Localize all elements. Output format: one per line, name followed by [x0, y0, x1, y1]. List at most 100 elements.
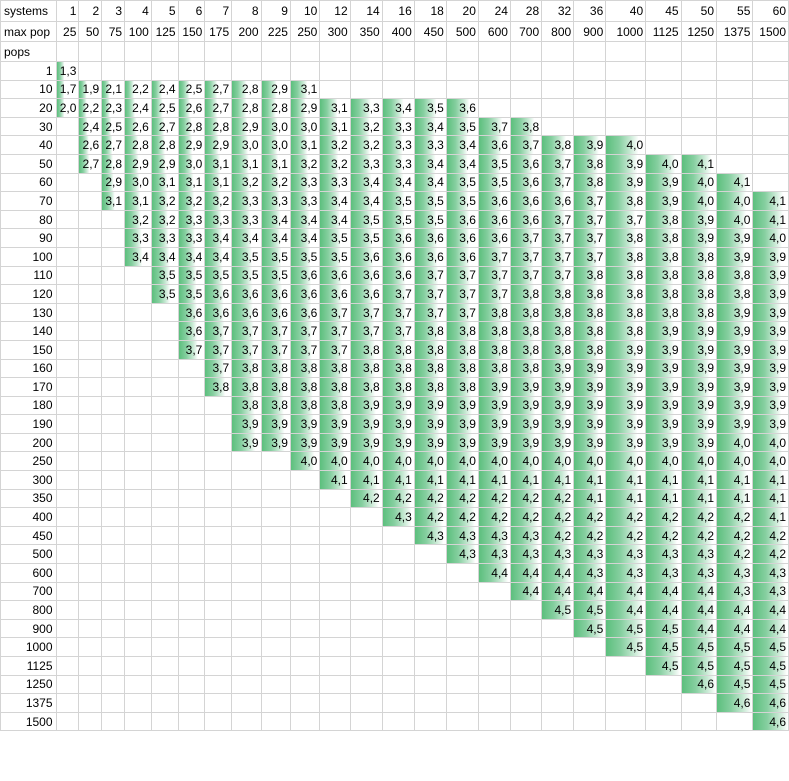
value-cell[interactable]: 3,9: [413, 432, 447, 453]
value-cell[interactable]: 3,2: [319, 153, 351, 174]
value-cell[interactable]: 4,3: [716, 563, 754, 583]
value-cell[interactable]: 3,8: [289, 377, 321, 397]
empty-cell[interactable]: [101, 395, 126, 416]
empty-cell[interactable]: [78, 265, 103, 286]
value-cell[interactable]: 3,7: [541, 153, 575, 174]
empty-cell[interactable]: [509, 711, 543, 732]
empty-cell[interactable]: [573, 674, 607, 695]
pops-row-header-cell[interactable]: 20: [0, 98, 57, 118]
empty-cell[interactable]: [605, 674, 647, 695]
empty-cell[interactable]: [605, 656, 647, 676]
value-cell[interactable]: 3,6: [477, 209, 511, 230]
empty-cell[interactable]: [477, 637, 511, 657]
empty-cell[interactable]: [319, 581, 351, 602]
empty-cell[interactable]: [645, 41, 682, 62]
value-cell[interactable]: 3,8: [605, 265, 647, 286]
empty-cell[interactable]: [101, 265, 126, 286]
value-cell[interactable]: 2,5: [150, 98, 179, 118]
max-pop-header-cell[interactable]: 50: [78, 21, 103, 42]
empty-cell[interactable]: [150, 339, 179, 360]
empty-cell[interactable]: [204, 470, 233, 490]
value-cell[interactable]: 4,4: [605, 600, 647, 620]
value-cell[interactable]: 3,6: [509, 191, 543, 211]
empty-cell[interactable]: [204, 451, 233, 472]
empty-cell[interactable]: [349, 544, 383, 565]
empty-cell[interactable]: [55, 339, 80, 360]
value-cell[interactable]: 3,9: [752, 414, 789, 434]
value-cell[interactable]: 3,9: [645, 432, 682, 453]
value-cell[interactable]: 3,9: [605, 414, 647, 434]
empty-cell[interactable]: [260, 693, 291, 713]
empty-cell[interactable]: [349, 563, 383, 583]
empty-cell[interactable]: [573, 711, 607, 732]
empty-cell[interactable]: [289, 563, 321, 583]
empty-cell[interactable]: [101, 432, 126, 453]
systems-header-cell[interactable]: 28: [509, 0, 543, 22]
empty-cell[interactable]: [150, 414, 179, 434]
value-cell[interactable]: 4,1: [573, 470, 607, 490]
value-cell[interactable]: 3,9: [477, 377, 511, 397]
empty-cell[interactable]: [55, 172, 80, 193]
value-cell[interactable]: 3,8: [445, 339, 479, 360]
value-cell[interactable]: 3,5: [231, 265, 262, 286]
empty-cell[interactable]: [319, 507, 351, 527]
value-cell[interactable]: 4,3: [445, 544, 479, 565]
systems-header-cell[interactable]: 6: [177, 0, 206, 22]
value-cell[interactable]: 3,8: [231, 377, 262, 397]
value-cell[interactable]: 3,2: [204, 191, 233, 211]
pops-row-header-cell[interactable]: 1500: [0, 711, 57, 732]
value-cell[interactable]: 3,4: [289, 209, 321, 230]
value-cell[interactable]: 3,8: [645, 302, 682, 323]
value-cell[interactable]: 3,6: [445, 209, 479, 230]
value-cell[interactable]: 3,6: [177, 321, 206, 341]
empty-cell[interactable]: [381, 711, 415, 732]
empty-cell[interactable]: [231, 41, 262, 62]
value-cell[interactable]: 3,8: [573, 265, 607, 286]
value-cell[interactable]: 4,1: [445, 470, 479, 490]
empty-cell[interactable]: [349, 600, 383, 620]
max-pop-header-cell[interactable]: 350: [349, 21, 383, 42]
value-cell[interactable]: 4,0: [289, 451, 321, 472]
value-cell[interactable]: 3,6: [477, 228, 511, 248]
value-cell[interactable]: 3,4: [349, 191, 383, 211]
empty-cell[interactable]: [55, 209, 80, 230]
empty-cell[interactable]: [204, 600, 233, 620]
value-cell[interactable]: 4,5: [645, 618, 682, 639]
empty-cell[interactable]: [319, 544, 351, 565]
value-cell[interactable]: 4,3: [752, 581, 789, 602]
value-cell[interactable]: 3,9: [541, 377, 575, 397]
empty-cell[interactable]: [150, 637, 179, 657]
empty-cell[interactable]: [150, 395, 179, 416]
systems-header-cell[interactable]: 32: [541, 0, 575, 22]
value-cell[interactable]: 3,9: [381, 395, 415, 416]
value-cell[interactable]: 4,5: [752, 637, 789, 657]
systems-header-cell[interactable]: 55: [716, 0, 754, 22]
value-cell[interactable]: 4,2: [477, 488, 511, 509]
value-cell[interactable]: 4,4: [477, 563, 511, 583]
value-cell[interactable]: 3,5: [150, 265, 179, 286]
empty-cell[interactable]: [231, 488, 262, 509]
empty-cell[interactable]: [101, 228, 126, 248]
value-cell[interactable]: 3,5: [413, 98, 447, 118]
value-cell[interactable]: 3,8: [289, 358, 321, 379]
value-cell[interactable]: 3,8: [573, 153, 607, 174]
value-cell[interactable]: 3,2: [289, 153, 321, 174]
value-cell[interactable]: 3,9: [541, 432, 575, 453]
empty-cell[interactable]: [150, 693, 179, 713]
empty-cell[interactable]: [101, 321, 126, 341]
value-cell[interactable]: 3,8: [509, 302, 543, 323]
value-cell[interactable]: 3,4: [445, 135, 479, 155]
value-cell[interactable]: 4,3: [477, 544, 511, 565]
value-cell[interactable]: 2,9: [204, 135, 233, 155]
empty-cell[interactable]: [680, 116, 718, 137]
empty-cell[interactable]: [319, 488, 351, 509]
empty-cell[interactable]: [716, 79, 754, 100]
value-cell[interactable]: 4,1: [349, 470, 383, 490]
empty-cell[interactable]: [541, 116, 575, 137]
empty-cell[interactable]: [55, 507, 80, 527]
empty-cell[interactable]: [177, 451, 206, 472]
value-cell[interactable]: 4,3: [716, 581, 754, 602]
empty-cell[interactable]: [381, 618, 415, 639]
max-pop-header-cell[interactable]: 1500: [752, 21, 789, 42]
value-cell[interactable]: 4,2: [381, 488, 415, 509]
